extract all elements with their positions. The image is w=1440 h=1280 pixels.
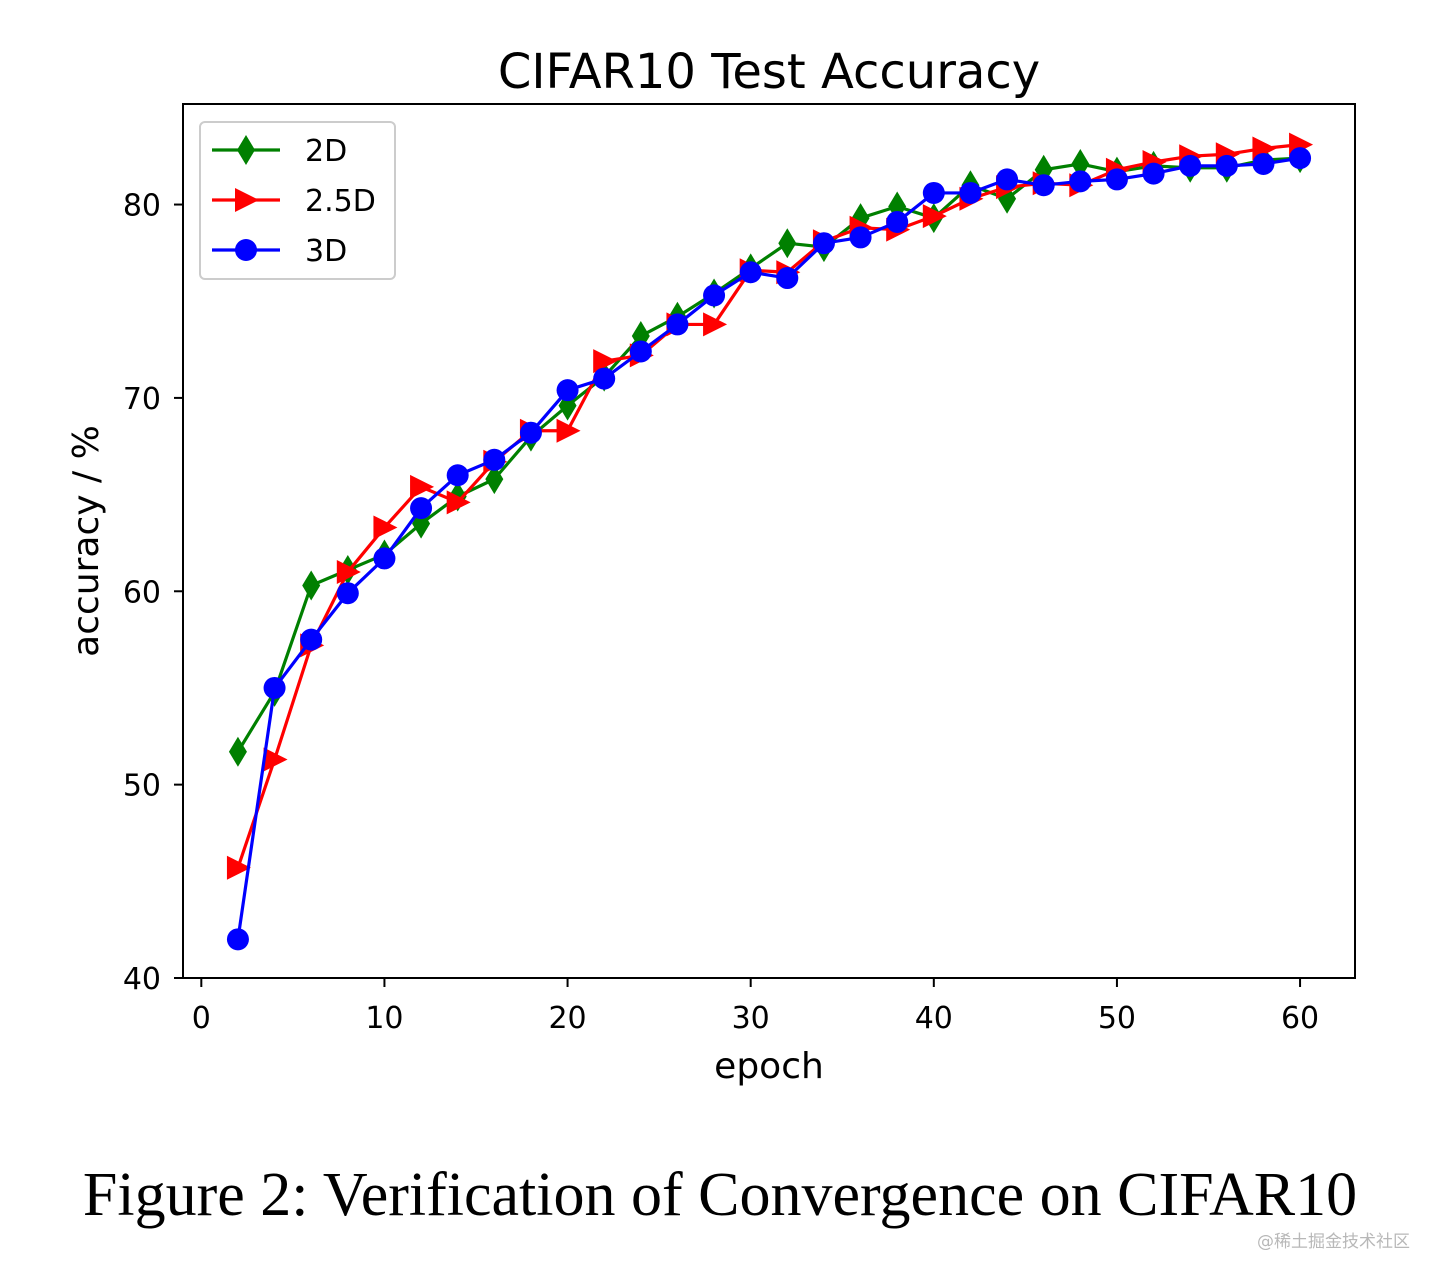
x-tick-label: 40 — [915, 1001, 953, 1036]
y-tick-label: 60 — [123, 575, 161, 610]
data-point-3d — [593, 367, 616, 390]
data-point-3d — [1032, 174, 1055, 197]
data-point-3d — [483, 448, 506, 471]
x-tick-label: 0 — [192, 1001, 211, 1036]
legend-marker-2-5d — [235, 188, 259, 212]
data-point-2-5d — [593, 349, 618, 374]
data-point-3d — [959, 181, 982, 204]
y-axis-label: accuracy / % — [66, 425, 107, 657]
data-point-3d — [1069, 170, 1092, 193]
data-point-3d — [629, 340, 652, 363]
x-tick-label: 30 — [732, 1001, 770, 1036]
data-point-2-5d — [922, 204, 947, 229]
data-point-3d — [1179, 154, 1202, 177]
data-point-3d — [226, 928, 249, 951]
chart-title: CIFAR10 Test Accuracy — [498, 44, 1040, 100]
data-point-3d — [1289, 147, 1312, 170]
y-tick-label: 70 — [123, 382, 161, 417]
data-point-2d — [778, 228, 797, 259]
legend-label-3d: 3D — [305, 234, 347, 269]
data-point-3d — [666, 313, 689, 336]
series-line-2-5d — [236, 143, 1301, 869]
data-point-2-5d — [336, 559, 361, 584]
data-point-2-5d — [556, 418, 581, 443]
data-point-2-5d — [446, 490, 471, 515]
figure-caption: Figure 2: Verification of Convergence on… — [82, 1161, 1358, 1229]
data-point-3d — [886, 210, 909, 233]
data-point-3d — [300, 628, 323, 651]
data-point-3d — [373, 547, 396, 570]
legend-label-2d: 2D — [305, 134, 347, 169]
data-point-2-5d — [373, 515, 398, 540]
data-point-3d — [519, 421, 542, 444]
legend-marker-2d — [237, 135, 255, 165]
data-point-3d — [812, 232, 835, 255]
series-line-2d — [236, 156, 1301, 753]
plot-series — [226, 132, 1314, 951]
x-tick-label: 50 — [1098, 1001, 1136, 1036]
series-line-3d — [236, 156, 1301, 940]
data-point-3d — [703, 284, 726, 307]
data-point-3d — [739, 261, 762, 284]
data-point-3d — [446, 464, 469, 487]
legend-label-2-5d: 2.5D — [305, 184, 376, 219]
data-point-3d — [1105, 168, 1128, 191]
data-point-3d — [556, 379, 579, 402]
data-point-3d — [776, 267, 799, 290]
series-3d — [226, 147, 1312, 951]
data-point-3d — [410, 497, 433, 520]
data-point-2-5d — [226, 855, 251, 880]
legend-marker-3d — [235, 239, 257, 261]
plot-frame — [182, 103, 1356, 979]
legend: 2D 2.5D 3D — [199, 121, 396, 280]
data-point-3d — [1215, 154, 1238, 177]
data-point-2d — [485, 464, 504, 495]
data-point-3d — [996, 168, 1019, 191]
y-tick-label: 50 — [123, 769, 161, 804]
x-tick-label: 10 — [365, 1001, 403, 1036]
data-point-3d — [1142, 162, 1165, 185]
data-point-3d — [336, 582, 359, 605]
x-tick-label: 60 — [1281, 1001, 1319, 1036]
y-tick-label: 40 — [123, 962, 161, 997]
data-point-3d — [922, 181, 945, 204]
data-point-3d — [263, 676, 286, 699]
data-point-3d — [1252, 152, 1275, 175]
data-point-2-5d — [410, 474, 435, 499]
convergence-line-chart: CIFAR10 Test Accuracy 0 10 20 30 40 50 60 40 50 6… — [66, 44, 1356, 1087]
y-tick-label: 80 — [123, 189, 161, 224]
axes: 0 10 20 30 40 50 60 40 50 60 70 80 — [123, 103, 1356, 1036]
data-point-2d — [228, 736, 247, 767]
data-point-2-5d — [263, 747, 288, 772]
data-point-3d — [849, 226, 872, 249]
x-axis-label: epoch — [714, 1046, 824, 1087]
data-point-2d — [302, 570, 321, 601]
x-tick-label: 20 — [548, 1001, 586, 1036]
data-point-2-5d — [703, 312, 728, 337]
watermark: @稀土掘金技术社区 — [1257, 1232, 1410, 1252]
